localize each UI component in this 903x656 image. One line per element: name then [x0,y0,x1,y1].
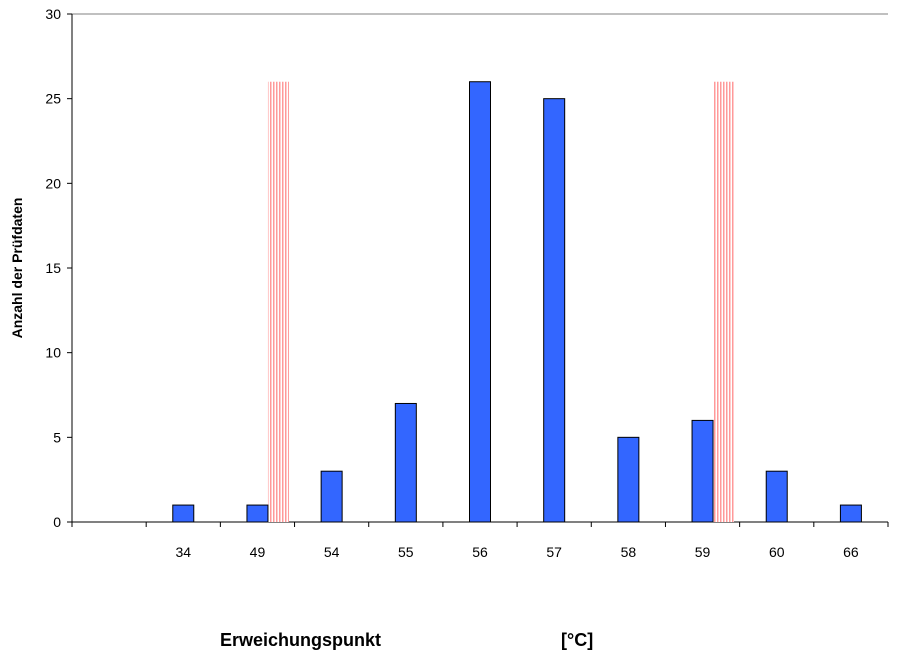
x-tick-label: 66 [843,544,859,560]
x-tick-label: 60 [769,544,785,560]
y-axis-title: Anzahl der Prüfdaten [9,198,25,339]
x-tick-label: 49 [250,544,266,560]
y-axis-ticks: 0 5 10 15 20 25 30 [45,6,72,530]
y-tick-label: 10 [45,345,61,361]
x-tick-label: 54 [324,544,340,560]
x-tick-label: 58 [621,544,637,560]
y-tick-label: 30 [45,6,61,22]
bar-55 [394,402,417,523]
limit-markers [267,81,735,522]
limit-marker-49 [267,81,289,522]
y-tick-label: 0 [53,514,61,530]
bar-66 [839,504,862,523]
x-axis-ticks: 34 49 54 55 56 57 58 59 60 66 [71,522,889,560]
bars [172,81,862,523]
bar-54 [320,470,343,523]
x-tick-label: 55 [398,544,414,560]
y-tick-label: 25 [45,91,61,107]
limit-marker-59 [713,81,735,522]
bar-34 [172,504,195,523]
x-tick-label: 34 [175,544,191,560]
bar-56 [469,81,491,523]
bar-58 [617,436,640,523]
y-tick-label: 15 [45,260,61,276]
y-tick-label: 5 [53,429,61,445]
bar-49 [246,504,269,523]
x-axis-title: Erweichungspunkt [220,630,381,650]
x-tick-label: 59 [695,544,711,560]
bar-60 [765,470,788,523]
x-tick-label: 56 [472,544,488,560]
y-tick-label: 20 [45,175,61,191]
bar-57 [543,98,566,523]
x-axis-unit: [°C] [561,630,593,650]
x-tick-label: 57 [546,544,562,560]
bar-59 [691,419,714,523]
